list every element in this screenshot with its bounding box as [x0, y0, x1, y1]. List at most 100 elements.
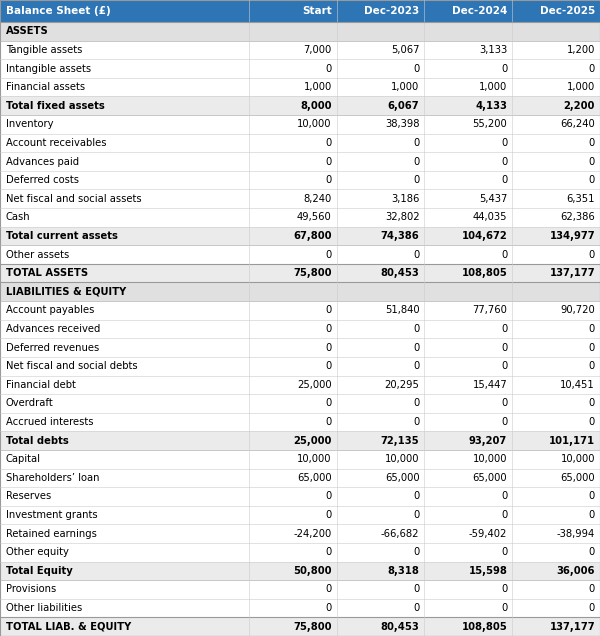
- Text: 0: 0: [501, 510, 507, 520]
- Text: 0: 0: [325, 547, 332, 557]
- Text: 0: 0: [501, 175, 507, 185]
- Text: 8,240: 8,240: [304, 194, 332, 204]
- Text: Inventory: Inventory: [6, 120, 53, 129]
- Text: Retained earnings: Retained earnings: [6, 529, 97, 539]
- Bar: [0, 0, 249, 22]
- Text: 0: 0: [413, 249, 419, 259]
- Bar: [0, 394, 600, 413]
- Text: 67,800: 67,800: [293, 231, 332, 241]
- Text: 0: 0: [325, 492, 332, 501]
- Text: 8,318: 8,318: [388, 566, 419, 576]
- Text: 65,000: 65,000: [297, 473, 332, 483]
- Text: Financial assets: Financial assets: [6, 82, 85, 92]
- Text: 0: 0: [589, 343, 595, 352]
- Text: 66,240: 66,240: [560, 120, 595, 129]
- Text: Accrued interests: Accrued interests: [6, 417, 94, 427]
- Bar: [0, 301, 600, 320]
- Text: 0: 0: [589, 603, 595, 613]
- Text: 101,171: 101,171: [549, 436, 595, 446]
- Text: 0: 0: [501, 361, 507, 371]
- Text: 0: 0: [325, 249, 332, 259]
- Bar: [0, 469, 600, 487]
- Text: 0: 0: [501, 547, 507, 557]
- Text: 77,760: 77,760: [472, 305, 507, 315]
- Text: 20,295: 20,295: [385, 380, 419, 390]
- Bar: [0, 264, 600, 282]
- Bar: [0, 413, 600, 431]
- Text: Account payables: Account payables: [6, 305, 94, 315]
- Bar: [0, 487, 600, 506]
- Text: 4,133: 4,133: [475, 100, 507, 111]
- Text: 5,437: 5,437: [479, 194, 507, 204]
- Bar: [0, 208, 600, 226]
- Text: 0: 0: [413, 584, 419, 595]
- Text: Overdraft: Overdraft: [6, 398, 54, 408]
- Bar: [0, 375, 600, 394]
- Text: 75,800: 75,800: [293, 268, 332, 278]
- Text: Total current assets: Total current assets: [6, 231, 118, 241]
- Text: 0: 0: [501, 343, 507, 352]
- Bar: [512, 0, 600, 22]
- Bar: [0, 543, 600, 562]
- Text: Deferred costs: Deferred costs: [6, 175, 79, 185]
- Text: 0: 0: [589, 249, 595, 259]
- Text: Provisions: Provisions: [6, 584, 56, 595]
- Text: 36,006: 36,006: [557, 566, 595, 576]
- Text: 0: 0: [501, 492, 507, 501]
- Text: 0: 0: [589, 510, 595, 520]
- Text: 65,000: 65,000: [560, 473, 595, 483]
- Bar: [0, 338, 600, 357]
- Text: 62,386: 62,386: [560, 212, 595, 223]
- Text: Other equity: Other equity: [6, 547, 69, 557]
- Text: LIABILITIES & EQUITY: LIABILITIES & EQUITY: [6, 287, 126, 297]
- Bar: [249, 0, 337, 22]
- Text: 44,035: 44,035: [473, 212, 507, 223]
- Text: Other assets: Other assets: [6, 249, 69, 259]
- Text: 0: 0: [589, 64, 595, 74]
- Bar: [0, 598, 600, 618]
- Text: 0: 0: [413, 492, 419, 501]
- Text: 0: 0: [413, 417, 419, 427]
- Text: Capital: Capital: [6, 454, 41, 464]
- Text: 0: 0: [501, 398, 507, 408]
- Text: 0: 0: [501, 156, 507, 167]
- Text: 10,000: 10,000: [297, 454, 332, 464]
- Text: 0: 0: [589, 492, 595, 501]
- Text: 0: 0: [413, 603, 419, 613]
- Text: 7,000: 7,000: [304, 45, 332, 55]
- Text: Dec-2024: Dec-2024: [452, 6, 507, 16]
- Text: 137,177: 137,177: [550, 622, 595, 632]
- Text: TOTAL LIAB. & EQUITY: TOTAL LIAB. & EQUITY: [6, 622, 131, 632]
- Text: 25,000: 25,000: [293, 436, 332, 446]
- Text: 38,398: 38,398: [385, 120, 419, 129]
- Text: 0: 0: [325, 417, 332, 427]
- Text: 1,200: 1,200: [566, 45, 595, 55]
- Text: -38,994: -38,994: [557, 529, 595, 539]
- Text: 0: 0: [589, 156, 595, 167]
- Text: 104,672: 104,672: [461, 231, 507, 241]
- Text: Net fiscal and social assets: Net fiscal and social assets: [6, 194, 142, 204]
- Text: 0: 0: [413, 156, 419, 167]
- Text: 2,200: 2,200: [563, 100, 595, 111]
- Text: Dec-2025: Dec-2025: [540, 6, 595, 16]
- Text: 15,598: 15,598: [469, 566, 507, 576]
- Text: 0: 0: [501, 324, 507, 334]
- Text: 0: 0: [413, 64, 419, 74]
- Text: 65,000: 65,000: [385, 473, 419, 483]
- Text: Advances paid: Advances paid: [6, 156, 79, 167]
- Bar: [0, 282, 600, 301]
- Bar: [0, 97, 600, 115]
- Text: 1,000: 1,000: [567, 82, 595, 92]
- Text: 0: 0: [325, 156, 332, 167]
- Bar: [0, 506, 600, 524]
- Bar: [0, 59, 600, 78]
- Text: 6,351: 6,351: [566, 194, 595, 204]
- Text: 108,805: 108,805: [461, 622, 507, 632]
- Text: 72,135: 72,135: [381, 436, 419, 446]
- Bar: [0, 41, 600, 59]
- Bar: [0, 524, 600, 543]
- Text: 3,186: 3,186: [391, 194, 419, 204]
- Bar: [0, 357, 600, 375]
- Bar: [424, 0, 512, 22]
- Text: 0: 0: [501, 584, 507, 595]
